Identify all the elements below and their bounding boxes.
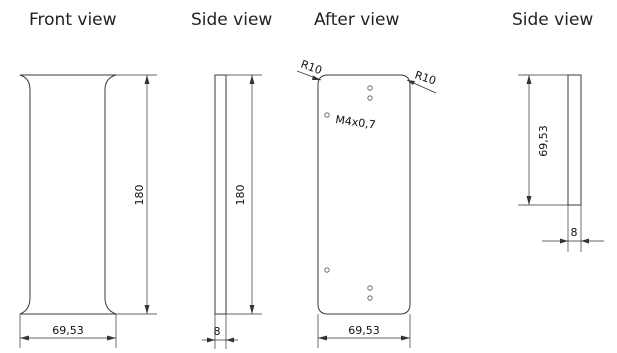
front-view: Front view 180 69,53: [19, 10, 157, 348]
front-height-label: 180: [133, 185, 146, 206]
side-view-1-title: Side view: [191, 10, 272, 30]
hole-top-1: [367, 85, 373, 91]
front-view-outline: [19, 74, 117, 315]
hole-top-2: [367, 95, 373, 101]
hole-bottom-1: [367, 285, 373, 291]
after-view-title: After view: [314, 10, 399, 30]
side-view-2-title: Side view: [512, 10, 593, 30]
side-view-2: Side view 69,53 8: [512, 10, 604, 252]
side2-thickness-label: 8: [571, 226, 578, 239]
radius-left-callout: R10: [296, 58, 324, 81]
side1-height-label: 180: [234, 185, 247, 206]
side1-height-dimension: 180: [226, 74, 262, 315]
after-view: After view R10 R10 M4x0,7: [296, 10, 438, 348]
front-width-label: 69,53: [52, 324, 84, 337]
front-view-title: Front view: [29, 10, 117, 30]
hole-left-lower: [324, 267, 330, 273]
after-view-outline: [317, 74, 411, 315]
hole-left-upper: [324, 112, 330, 118]
side-view-2-outline: [567, 74, 582, 206]
side2-height-label: 69,53: [537, 125, 550, 157]
thread-label: M4x0,7: [335, 113, 377, 132]
side2-height-dimension: 69,53: [518, 74, 568, 206]
side1-thickness-label: 8: [214, 325, 221, 338]
radius-right-label: R10: [413, 68, 438, 87]
front-width-dimension: 69,53: [19, 314, 117, 348]
front-height-dimension: 180: [116, 74, 157, 315]
side2-thickness-dimension: 8: [542, 205, 604, 252]
radius-left-label: R10: [299, 58, 324, 78]
hole-bottom-2: [367, 295, 373, 301]
side-view-1: Side view 180 8: [191, 10, 272, 349]
side1-thickness-dimension: 8: [202, 314, 238, 349]
radius-right-callout: R10: [406, 68, 438, 94]
side-view-1-outline: [214, 74, 227, 315]
after-width-label: 69,53: [348, 324, 380, 337]
after-width-dimension: 69,53: [317, 314, 411, 348]
